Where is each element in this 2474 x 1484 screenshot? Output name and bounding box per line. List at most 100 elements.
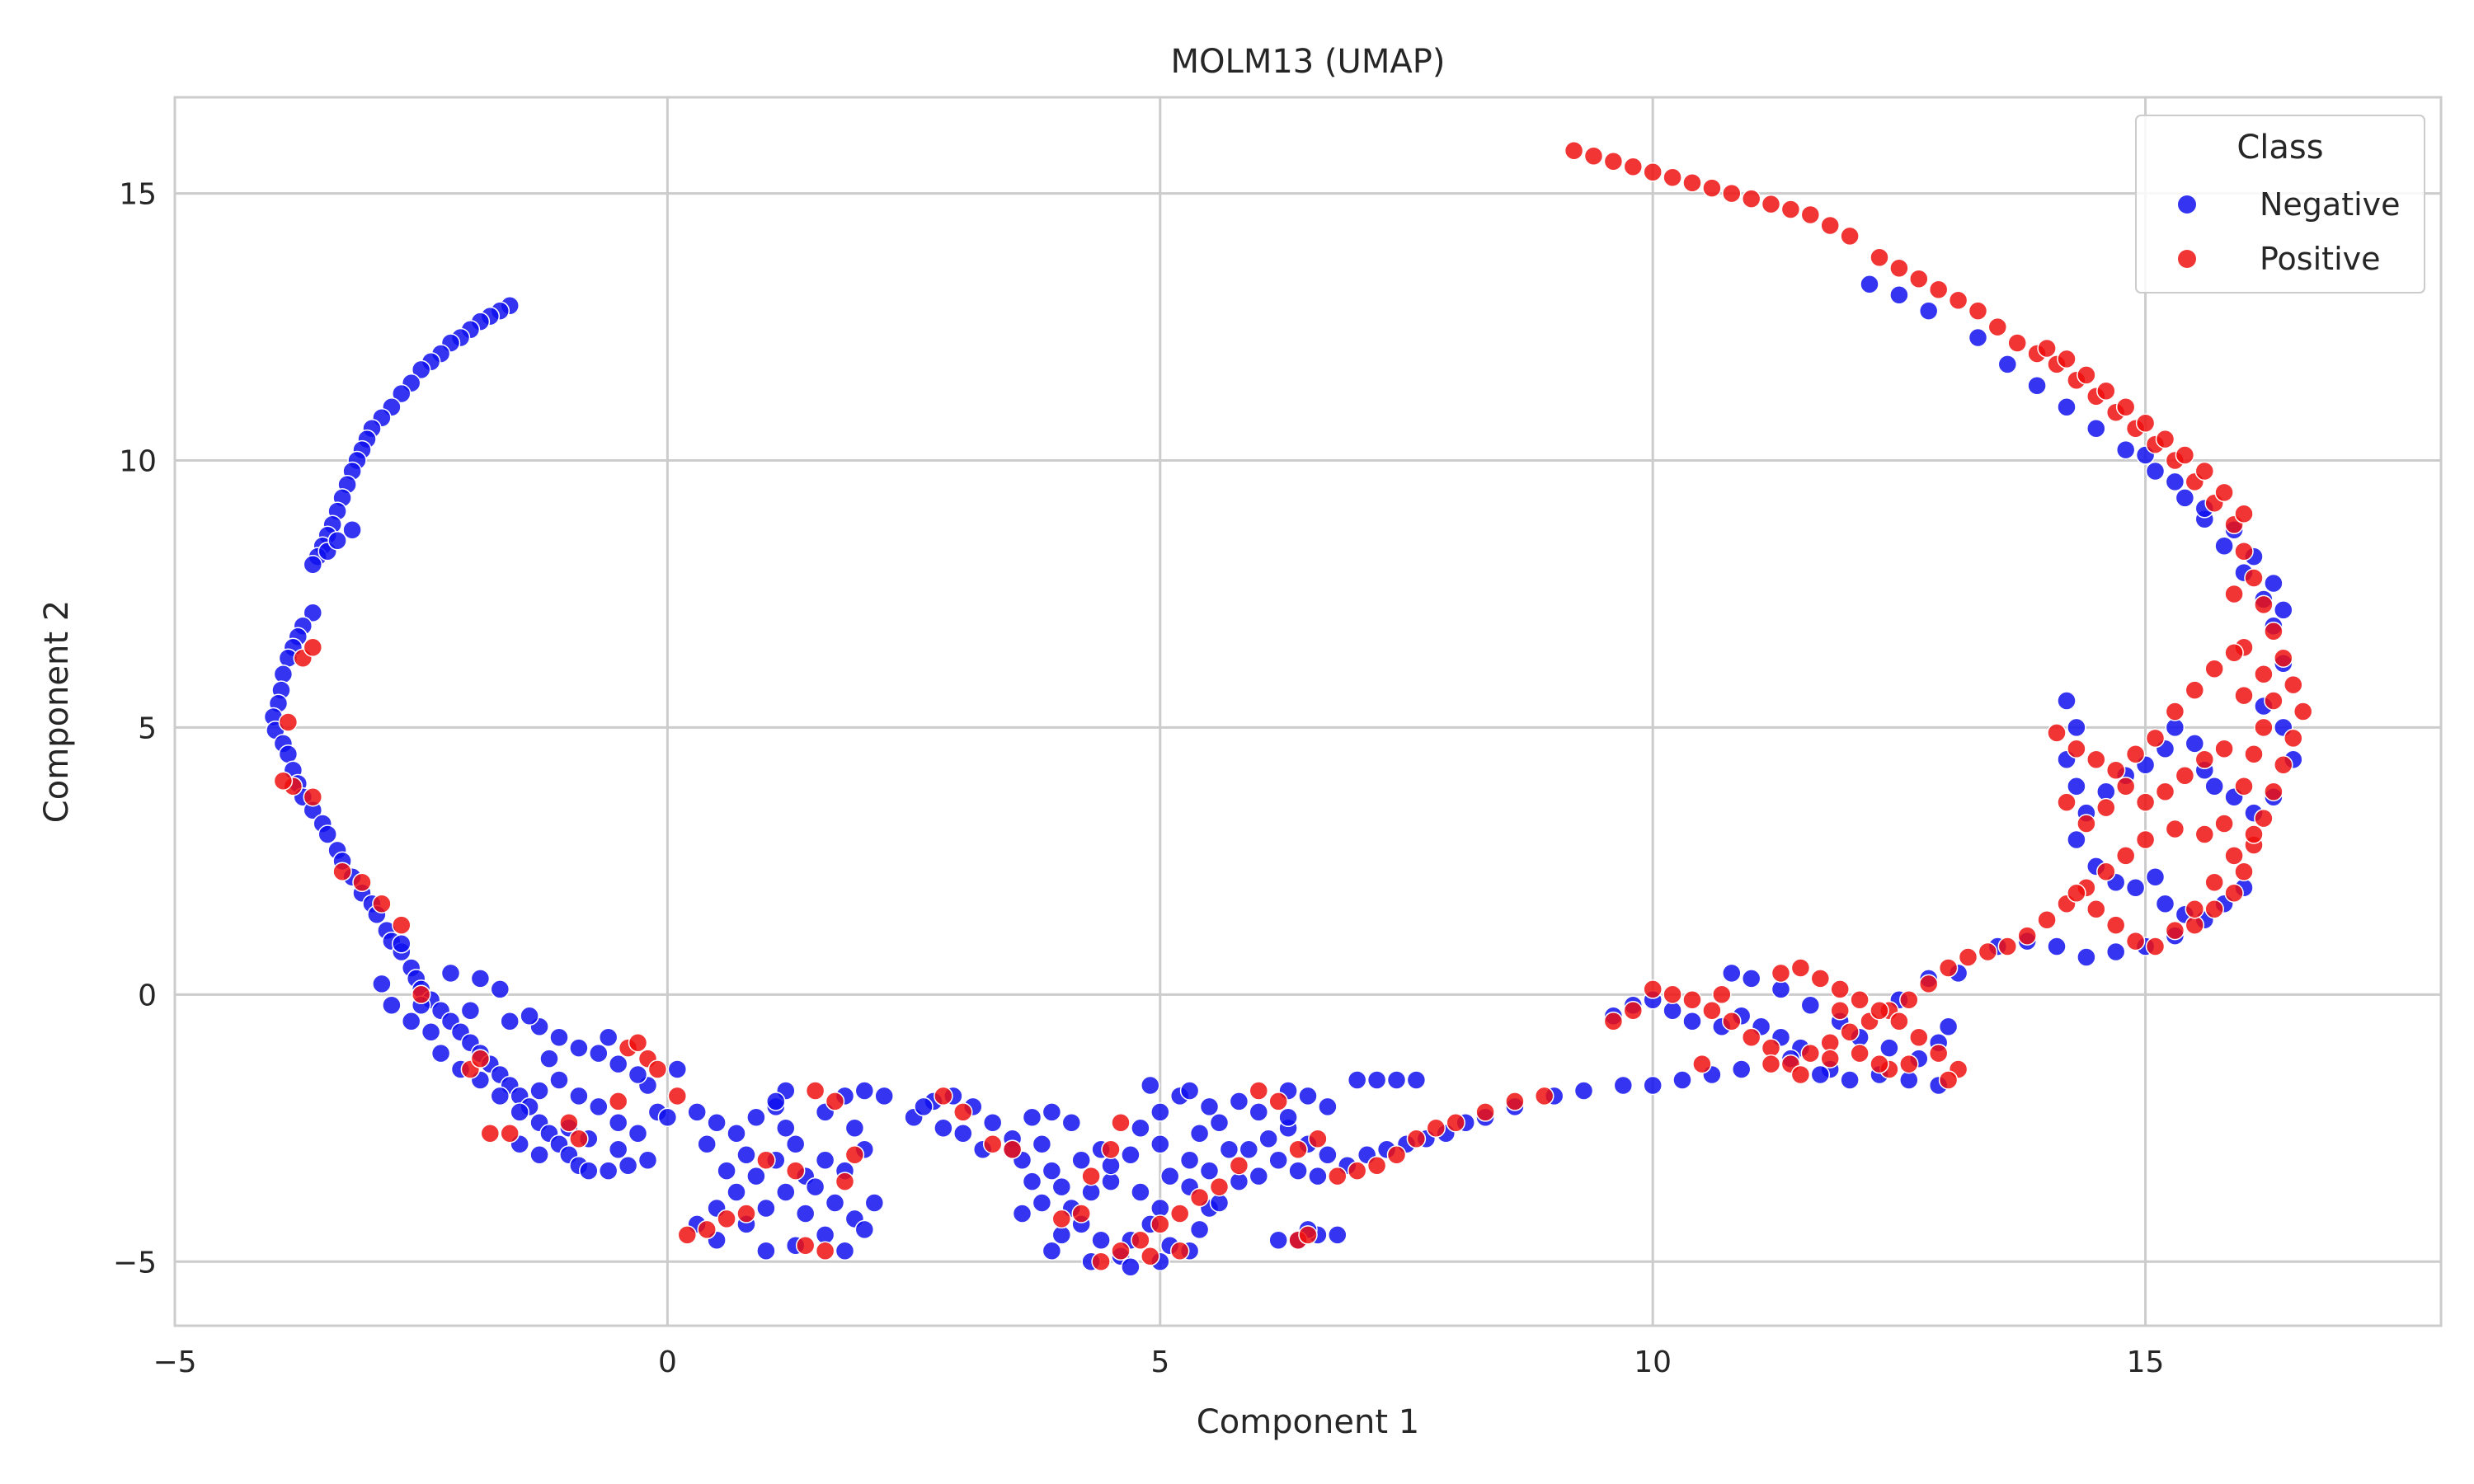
- point-negative: [608, 1139, 628, 1159]
- point-positive: [392, 915, 412, 935]
- point-negative: [1771, 979, 1791, 999]
- point-negative: [1406, 1070, 1427, 1090]
- point-positive: [2145, 937, 2166, 956]
- point-negative: [1042, 1102, 1062, 1122]
- point-positive: [1761, 1038, 1781, 1058]
- point-positive: [2077, 365, 2096, 385]
- point-positive: [2274, 648, 2293, 668]
- point-positive: [717, 1209, 736, 1229]
- point-positive: [1918, 974, 1939, 994]
- point-positive: [1603, 1011, 1624, 1031]
- point-positive: [1870, 247, 1889, 268]
- point-negative: [1150, 1134, 1170, 1154]
- point-positive: [1682, 172, 1702, 193]
- point-positive: [2165, 819, 2185, 839]
- point-negative: [1199, 1161, 1220, 1181]
- point-negative: [1810, 1064, 1831, 1085]
- point-negative: [2067, 776, 2086, 796]
- point-negative: [539, 1049, 559, 1068]
- point-negative: [1672, 1070, 1692, 1090]
- point-positive: [332, 862, 352, 882]
- legend-label-positive: Positive: [2260, 241, 2381, 277]
- point-positive: [756, 1150, 776, 1170]
- point-negative: [1288, 1161, 1308, 1181]
- point-negative: [1189, 1219, 1210, 1240]
- point-positive: [2135, 413, 2156, 433]
- point-positive: [2165, 920, 2185, 941]
- point-positive: [1141, 1247, 1160, 1266]
- point-negative: [1613, 1075, 1634, 1096]
- point-positive: [1702, 1001, 1722, 1021]
- point-positive: [1712, 984, 1732, 1005]
- point-negative: [1131, 1118, 1150, 1139]
- point-negative: [1091, 1230, 1111, 1251]
- point-positive: [2244, 824, 2264, 844]
- point-negative: [2105, 942, 2126, 962]
- y-tick-label: 10: [119, 445, 157, 479]
- point-positive: [1889, 258, 1909, 279]
- point-negative: [707, 1113, 727, 1133]
- point-positive: [2057, 349, 2077, 369]
- data-points: [263, 141, 2313, 1277]
- point-negative: [766, 1092, 786, 1111]
- point-positive: [1870, 1001, 1889, 1021]
- point-negative: [934, 1118, 953, 1139]
- point-positive: [1702, 178, 1722, 198]
- point-positive: [1899, 990, 1919, 1010]
- point-positive: [2194, 824, 2215, 844]
- point-negative: [1121, 1256, 1141, 1277]
- point-negative: [628, 1064, 648, 1085]
- point-positive: [1682, 990, 1702, 1010]
- point-negative: [1071, 1150, 1091, 1170]
- point-negative: [579, 1161, 599, 1181]
- point-positive: [1308, 1129, 1328, 1149]
- point-positive: [2115, 776, 2136, 796]
- point-positive: [1889, 1011, 1909, 1031]
- point-positive: [2135, 829, 2156, 850]
- point-negative: [1860, 274, 1879, 294]
- point-negative: [372, 974, 392, 994]
- point-negative: [1189, 1124, 1210, 1144]
- point-positive: [500, 1124, 520, 1144]
- point-negative: [2274, 600, 2293, 620]
- point-negative: [317, 824, 337, 844]
- point-negative: [1199, 1097, 1220, 1117]
- point-negative: [1366, 1070, 1387, 1090]
- point-negative: [510, 1102, 529, 1122]
- point-negative: [727, 1182, 746, 1202]
- point-negative: [1682, 1011, 1702, 1031]
- point-negative: [2145, 461, 2166, 481]
- point-positive: [1150, 1214, 1170, 1234]
- point-positive: [1426, 1118, 1446, 1139]
- point-positive: [1366, 1155, 1387, 1176]
- point-negative: [1328, 1225, 1348, 1245]
- point-negative: [953, 1124, 973, 1144]
- point-positive: [1328, 1166, 1348, 1186]
- point-negative: [327, 530, 347, 551]
- point-positive: [1978, 942, 1998, 962]
- point-positive: [2105, 915, 2126, 935]
- point-positive: [569, 1129, 589, 1149]
- point-positive: [815, 1241, 835, 1261]
- point-negative: [1386, 1070, 1407, 1090]
- point-negative: [1061, 1113, 1082, 1133]
- point-positive: [2165, 702, 2185, 721]
- point-positive: [785, 1161, 806, 1181]
- legend-label-negative: Negative: [2260, 186, 2401, 223]
- point-negative: [1347, 1070, 1367, 1090]
- point-positive: [1169, 1204, 1190, 1223]
- point-positive: [1790, 1064, 1811, 1085]
- y-axis-title: Component 2: [38, 600, 76, 823]
- point-negative: [569, 1038, 589, 1058]
- point-positive: [1830, 979, 1850, 999]
- point-positive: [2284, 674, 2303, 695]
- point-negative: [382, 995, 402, 1016]
- point-positive: [1229, 1155, 1249, 1176]
- point-positive: [835, 1172, 855, 1191]
- point-negative: [2165, 472, 2185, 492]
- point-negative: [598, 1161, 618, 1181]
- point-positive: [1968, 301, 1988, 321]
- point-positive: [1840, 226, 1860, 247]
- point-negative: [1643, 1075, 1663, 1096]
- point-negative: [2115, 439, 2136, 460]
